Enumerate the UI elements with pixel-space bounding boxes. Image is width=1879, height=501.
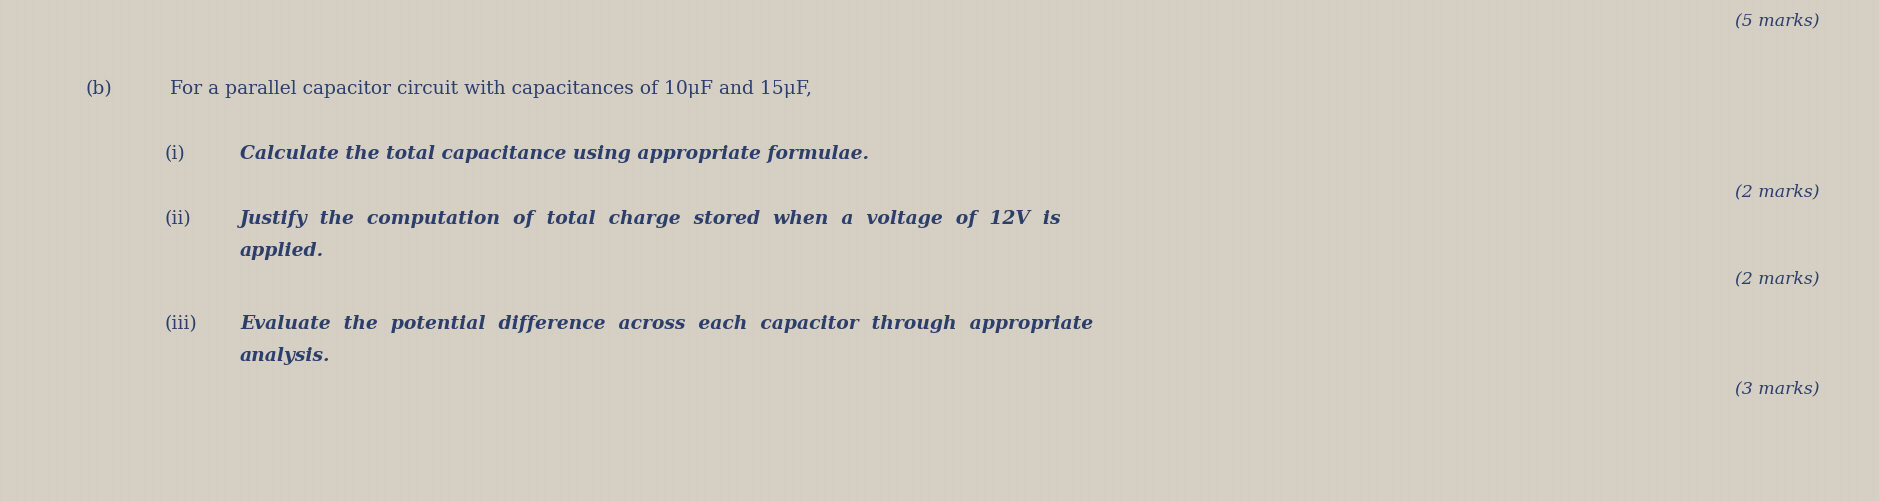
Text: applied.: applied. [241,242,323,260]
Text: (2 marks): (2 marks) [1736,183,1821,200]
Text: Calculate the total capacitance using appropriate formulae.: Calculate the total capacitance using ap… [241,145,868,163]
Text: analysis.: analysis. [241,347,331,365]
Text: (iii): (iii) [165,315,197,333]
Text: (b): (b) [85,80,111,98]
Text: (3 marks): (3 marks) [1736,380,1821,397]
Text: (5 marks): (5 marks) [1736,12,1821,29]
Text: (2 marks): (2 marks) [1736,270,1821,287]
Text: Evaluate  the  potential  difference  across  each  capacitor  through  appropri: Evaluate the potential difference across… [241,315,1094,333]
Text: Justify  the  computation  of  total  charge  stored  when  a  voltage  of  12V : Justify the computation of total charge … [241,210,1062,228]
Text: For a parallel capacitor circuit with capacitances of 10μF and 15μF,: For a parallel capacitor circuit with ca… [169,80,812,98]
Text: (i): (i) [165,145,186,163]
Text: (ii): (ii) [165,210,192,228]
